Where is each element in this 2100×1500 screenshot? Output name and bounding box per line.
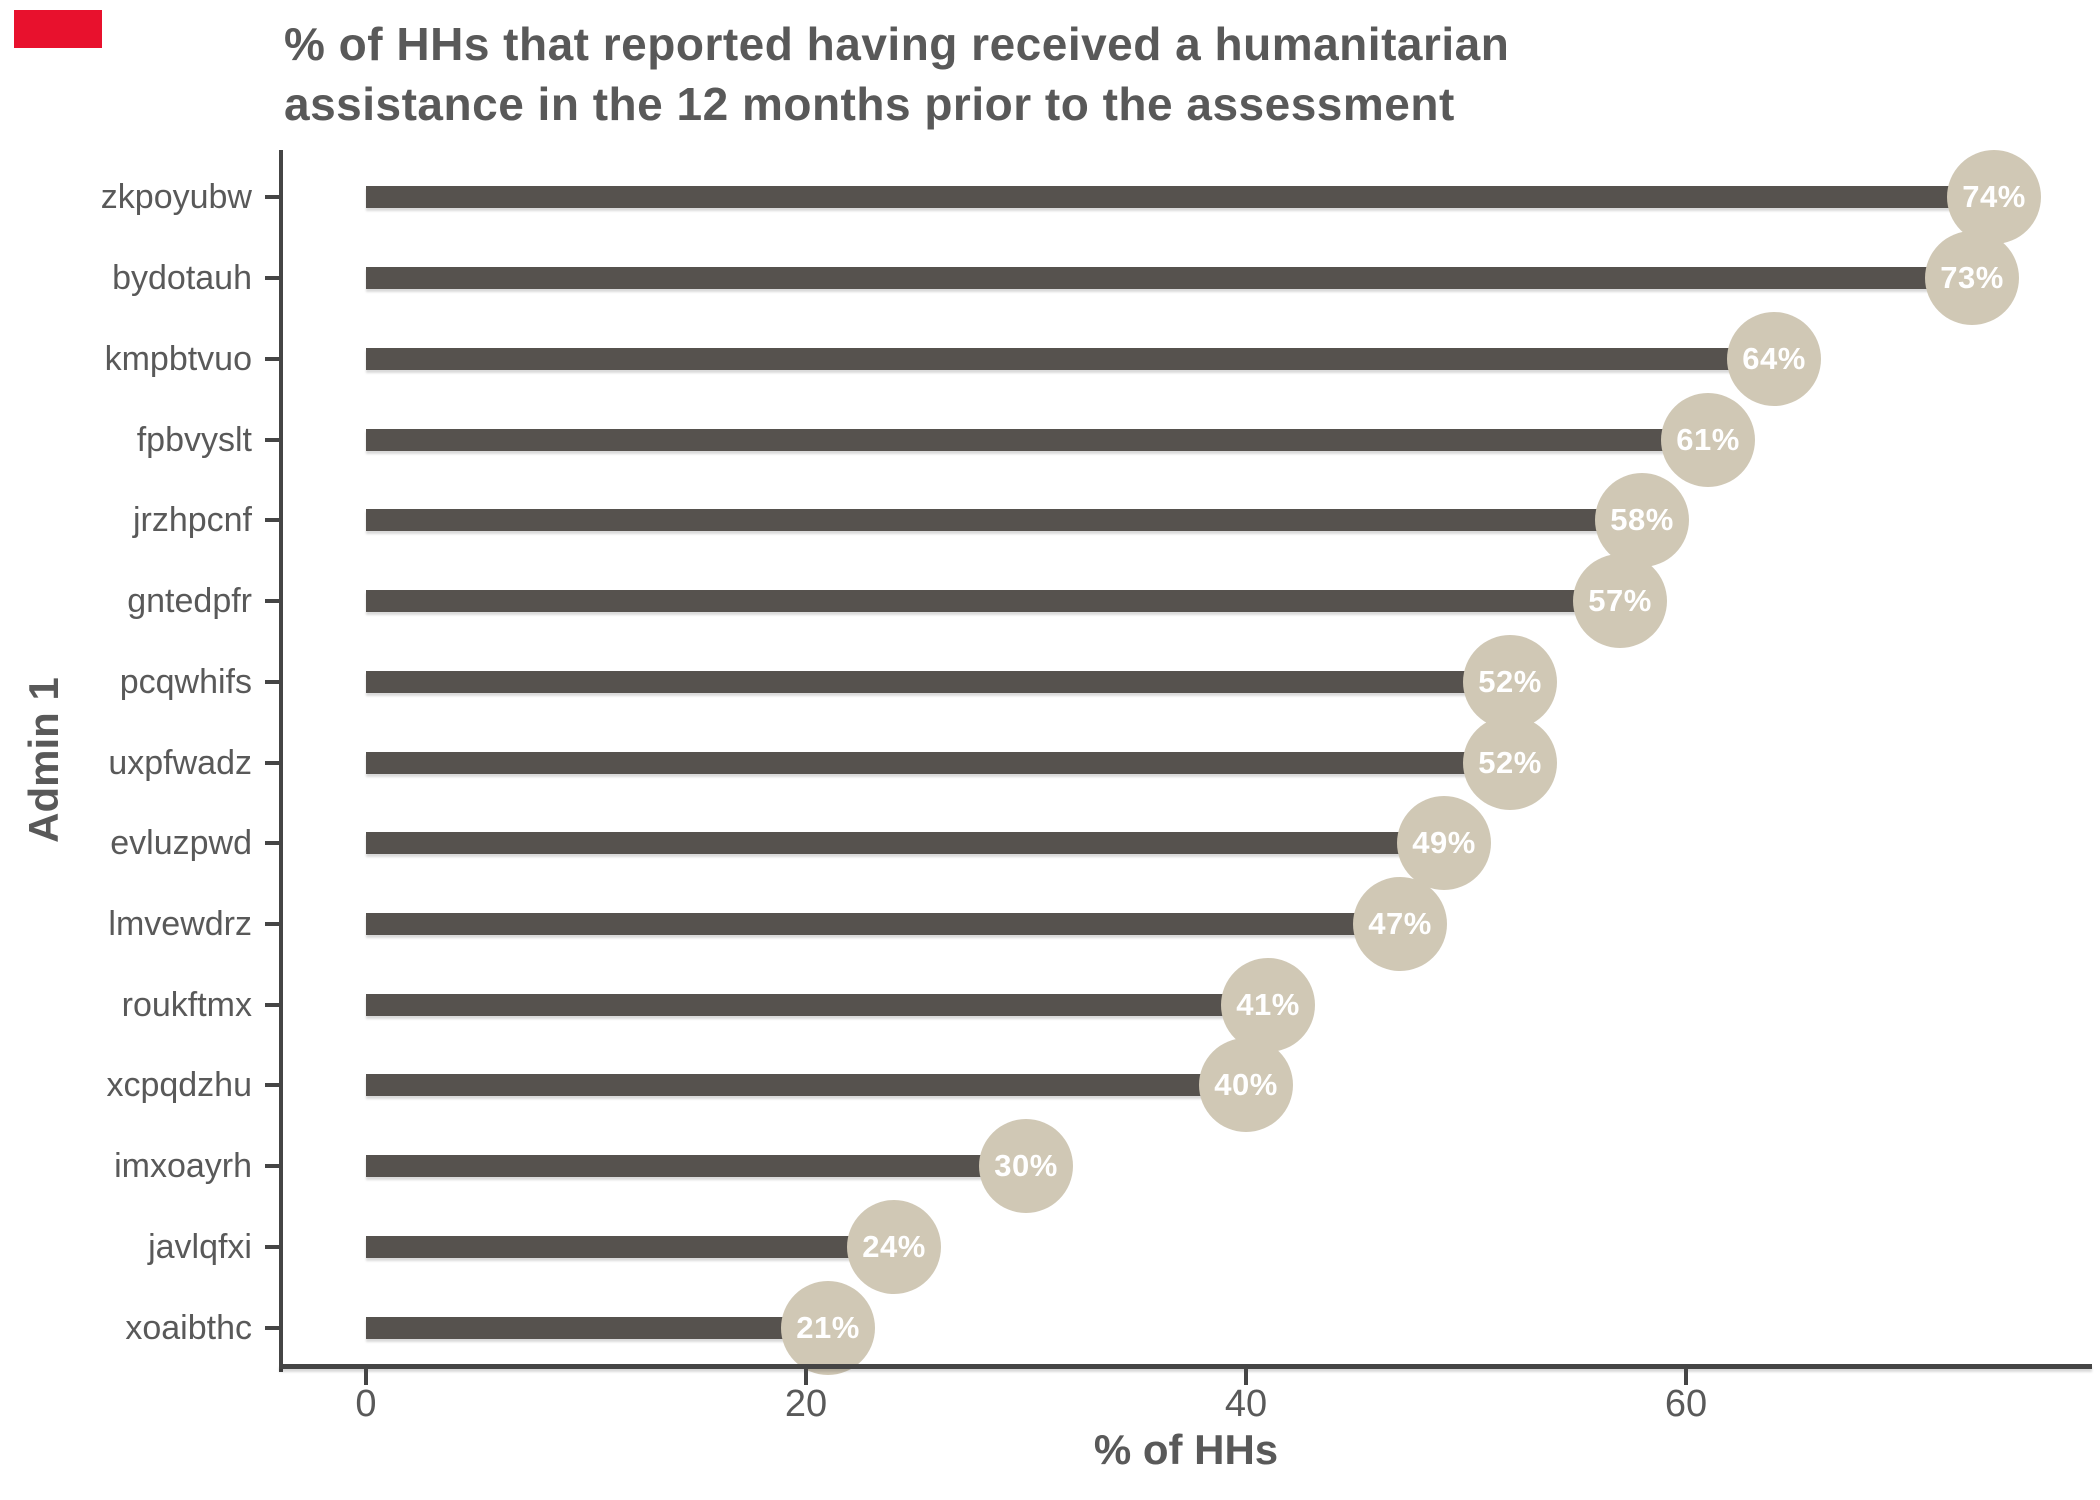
y-axis-tick: [265, 1244, 281, 1249]
value-marker-circle: 58%: [1595, 473, 1689, 568]
y-axis-label: javlqfxi: [148, 1227, 252, 1266]
value-marker-circle: 24%: [847, 1199, 941, 1294]
y-axis-label: jrzhpcnf: [132, 501, 252, 540]
y-axis-label: bydotauh: [112, 259, 252, 298]
y-axis-tick: [265, 1002, 281, 1007]
y-axis-label: uxpfwadz: [108, 743, 252, 782]
y-axis-tick: [265, 437, 281, 442]
value-label: 64%: [1742, 340, 1806, 376]
red-corner-marker: [14, 10, 102, 48]
y-axis-tick: [265, 760, 281, 765]
bar: [366, 590, 1620, 613]
value-label: 73%: [1940, 260, 2004, 296]
x-axis-tick: [364, 1369, 368, 1385]
value-marker-circle: 57%: [1573, 554, 1667, 649]
value-marker-circle: 61%: [1661, 392, 1755, 487]
value-label: 41%: [1236, 986, 1300, 1022]
value-marker-circle: 74%: [1947, 150, 2041, 245]
bar: [366, 912, 1400, 935]
value-label: 24%: [862, 1228, 926, 1264]
chart-title-line-1: % of HHs that reported having received a…: [284, 18, 1510, 70]
bar: [366, 1235, 894, 1258]
y-axis-label: zkpoyubw: [100, 178, 252, 217]
y-axis-label: lmvewdrz: [108, 904, 252, 943]
x-axis-tick-label: 20: [784, 1383, 828, 1425]
chart-title-line-2: assistance in the 12 months prior to the…: [284, 78, 1455, 130]
y-axis-tick: [265, 1325, 281, 1330]
bar: [366, 670, 1510, 693]
value-marker-circle: 52%: [1463, 715, 1557, 810]
y-axis-tick: [265, 356, 281, 361]
value-marker-circle: 64%: [1727, 311, 1821, 406]
value-label: 57%: [1588, 583, 1652, 619]
y-axis-label: gntedpfr: [127, 582, 252, 621]
y-axis-line: [279, 150, 283, 1372]
x-axis-tick-label: 40: [1224, 1383, 1268, 1425]
value-marker-circle: 21%: [781, 1280, 875, 1375]
y-axis-label: xoaibthc: [125, 1308, 252, 1347]
y-axis-tick: [265, 1083, 281, 1088]
x-axis-tick: [1684, 1369, 1688, 1385]
y-axis-label: imxoayrh: [114, 1147, 252, 1186]
value-marker-circle: 47%: [1353, 876, 1447, 971]
y-axis-label: evluzpwd: [110, 824, 252, 863]
bar: [366, 1316, 828, 1339]
value-marker-circle: 41%: [1221, 957, 1315, 1052]
y-axis-tick: [265, 921, 281, 926]
value-label: 21%: [796, 1309, 860, 1345]
bar: [366, 509, 1642, 532]
x-axis-tick-label: 60: [1664, 1383, 1708, 1425]
bar: [366, 751, 1510, 774]
y-axis-tick: [265, 518, 281, 523]
value-label: 47%: [1368, 905, 1432, 941]
value-marker-circle: 49%: [1397, 796, 1491, 891]
y-axis-label: xcpqdzhu: [106, 1066, 252, 1105]
value-label: 52%: [1478, 663, 1542, 699]
y-axis-tick: [265, 599, 281, 604]
y-axis-label: fpbvyslt: [136, 420, 252, 459]
bar: [366, 832, 1444, 855]
bar: [366, 186, 1994, 209]
bar: [366, 267, 1972, 290]
y-axis-tick: [265, 276, 281, 281]
value-marker-circle: 52%: [1463, 634, 1557, 729]
y-axis-title: Admin 1: [20, 677, 67, 843]
bar: [366, 993, 1268, 1016]
value-marker-circle: 30%: [979, 1119, 1073, 1214]
y-axis-label: pcqwhifs: [119, 662, 252, 701]
x-axis-tick: [1244, 1369, 1248, 1385]
value-marker-circle: 40%: [1199, 1038, 1293, 1133]
value-label: 74%: [1962, 179, 2026, 215]
value-label: 61%: [1676, 421, 1740, 457]
bar: [366, 1155, 1026, 1178]
y-axis-label: roukftmx: [121, 985, 252, 1024]
value-label: 40%: [1214, 1067, 1278, 1103]
bar: [366, 347, 1774, 370]
chart-title: % of HHs that reported having received a…: [284, 14, 1509, 134]
x-axis-tick: [804, 1369, 808, 1385]
y-axis-label: kmpbtvuo: [104, 339, 252, 378]
value-label: 58%: [1610, 502, 1674, 538]
x-axis-title: % of HHs: [1093, 1426, 1279, 1473]
x-axis-tick-label: 0: [355, 1383, 377, 1425]
value-marker-circle: 73%: [1925, 231, 2019, 326]
value-label: 49%: [1412, 825, 1476, 861]
y-axis-tick: [265, 679, 281, 684]
value-label: 30%: [994, 1148, 1058, 1184]
y-axis-tick: [265, 1164, 281, 1169]
bar: [366, 428, 1708, 451]
y-axis-tick: [265, 841, 281, 846]
x-axis-line: [279, 1364, 2092, 1369]
value-label: 52%: [1478, 744, 1542, 780]
y-axis-tick: [265, 195, 281, 200]
bar: [366, 1074, 1246, 1097]
